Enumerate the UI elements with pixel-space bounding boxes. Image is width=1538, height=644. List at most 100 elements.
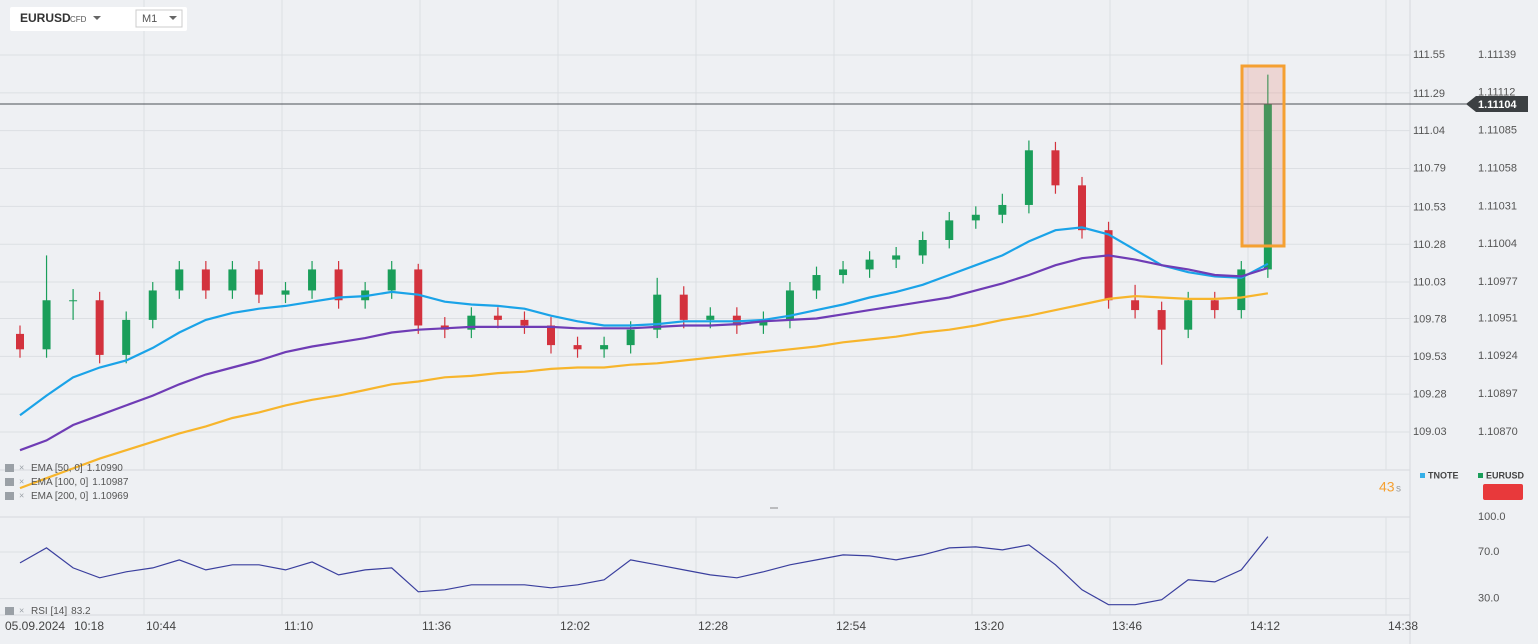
y-tick-label: 1.11031 bbox=[1478, 200, 1517, 212]
candle-body bbox=[520, 319, 529, 326]
candle-body bbox=[122, 319, 131, 355]
candle-body bbox=[945, 220, 954, 240]
legend-entry: EMA [100, 0] 1.10987 bbox=[31, 477, 129, 488]
candle-body bbox=[175, 269, 184, 291]
legend-icon bbox=[5, 492, 14, 500]
legend-close: × bbox=[19, 476, 24, 486]
legend-value: 1.10990 bbox=[87, 463, 124, 474]
legend-close: × bbox=[19, 490, 24, 500]
y-tick-label: 1.10870 bbox=[1478, 426, 1518, 438]
candle-body bbox=[42, 300, 51, 350]
legend-swatch bbox=[1420, 473, 1425, 478]
candle-body bbox=[600, 345, 609, 350]
candle-body bbox=[1263, 104, 1272, 270]
candle-body bbox=[308, 269, 317, 291]
candle-body bbox=[1078, 185, 1086, 231]
y2-tick-label: 109.78 bbox=[1413, 314, 1447, 326]
candle-body bbox=[1104, 230, 1113, 301]
candle-body bbox=[493, 315, 502, 320]
y2-tick-label: 110.53 bbox=[1413, 202, 1446, 214]
y-tick-label: 1.11139 bbox=[1478, 49, 1516, 61]
candle-body bbox=[892, 255, 901, 260]
legend-name: EMA [200, 0] bbox=[31, 491, 88, 502]
legend-entry: EURUSD bbox=[1486, 470, 1525, 480]
candle-body bbox=[254, 269, 263, 295]
candle-body bbox=[918, 239, 927, 256]
y2-tick-label: 111.04 bbox=[1413, 125, 1445, 137]
symbol-dropdown-arrow[interactable] bbox=[93, 16, 101, 20]
x-tick-label: 14:38 bbox=[1388, 619, 1418, 633]
x-tick-label: 12:28 bbox=[698, 619, 728, 633]
timeframe-dropdown-arrow[interactable] bbox=[169, 16, 177, 20]
rsi-tick-label: 100.0 bbox=[1478, 511, 1506, 523]
y-tick-label: 1.10977 bbox=[1478, 276, 1518, 288]
y-tick-label: 1.11112 bbox=[1478, 87, 1515, 99]
legend-icon bbox=[5, 607, 14, 615]
y-tick-label: 1.11004 bbox=[1478, 238, 1517, 250]
y-tick-label: 1.11085 bbox=[1478, 125, 1517, 137]
current-price-label: 1.11104 bbox=[1478, 99, 1517, 111]
candle-body bbox=[1210, 300, 1219, 311]
legend-close: × bbox=[19, 462, 24, 472]
countdown-unit: s bbox=[1396, 484, 1401, 495]
x-tick-label: 13:46 bbox=[1112, 619, 1142, 633]
candle-body bbox=[706, 315, 715, 320]
timeframe[interactable]: M1 bbox=[142, 13, 157, 25]
candle-body bbox=[148, 290, 157, 320]
timeframe-select[interactable] bbox=[135, 9, 183, 28]
y2-tick-label: 109.28 bbox=[1413, 389, 1447, 401]
candle-body bbox=[387, 269, 396, 291]
legend-swatch bbox=[1478, 473, 1483, 478]
candle-body bbox=[679, 294, 688, 320]
y2-tick-label: 110.03 bbox=[1413, 276, 1446, 288]
candle-body bbox=[69, 300, 78, 302]
legend-value: 83.2 bbox=[71, 606, 91, 617]
candle-body bbox=[865, 259, 874, 270]
legends: EMA [50, 0] 1.10990 EMA [100, 0] 1.10987 EMA… bbox=[5, 463, 1525, 617]
legend-name: RSI [14] bbox=[31, 606, 67, 617]
rsi-tick-label: 30.0 bbox=[1478, 593, 1499, 605]
x-tick-label: 12:02 bbox=[560, 619, 590, 633]
legend-value: 1.10987 bbox=[92, 477, 129, 488]
x-tick-label: 14:12 bbox=[1250, 619, 1280, 633]
y-tick-label: 1.10924 bbox=[1478, 350, 1518, 362]
legend-entry: TNOTE bbox=[1428, 470, 1459, 480]
legend-icon bbox=[5, 464, 14, 472]
symbol[interactable]: EURUSD bbox=[20, 11, 71, 25]
y-tick-label: 1.10951 bbox=[1478, 312, 1518, 324]
y-tick-label: 1.10897 bbox=[1478, 388, 1518, 400]
candle-body bbox=[759, 319, 768, 326]
candle-body bbox=[573, 345, 582, 350]
y2-tick-label: 111.55 bbox=[1413, 49, 1445, 61]
candle-body bbox=[228, 269, 237, 291]
y2-tick-label: 111.29 bbox=[1413, 88, 1445, 100]
candle-body bbox=[839, 269, 848, 276]
ema-line bbox=[19, 226, 1269, 417]
candle-body bbox=[281, 290, 290, 295]
rsi-tick-label: 70.0 bbox=[1478, 546, 1499, 558]
x-tick-label: 12:54 bbox=[836, 619, 866, 633]
candle-body bbox=[1184, 300, 1193, 330]
countdown: 43 bbox=[1379, 479, 1395, 495]
candle-body bbox=[1157, 310, 1166, 330]
candle-body bbox=[95, 300, 104, 355]
rsi-line bbox=[19, 536, 1269, 606]
candle-body bbox=[971, 214, 980, 221]
candle-body bbox=[334, 269, 343, 301]
legend-name: EMA [50, 0] bbox=[31, 463, 83, 474]
x-tick-label: 11:36 bbox=[422, 619, 451, 633]
legend-close: × bbox=[19, 605, 24, 615]
candle-body bbox=[467, 315, 476, 330]
y2-tick-label: 109.53 bbox=[1413, 351, 1447, 363]
candle-body bbox=[812, 275, 821, 291]
legend-entry: EMA [200, 0] 1.10969 bbox=[31, 491, 129, 502]
grid bbox=[0, 0, 1410, 615]
date-label: 05.09.2024 bbox=[5, 619, 65, 633]
x-tick-label: 11:10 bbox=[284, 619, 313, 633]
y-tick-label: 1.11058 bbox=[1478, 162, 1517, 174]
x-tick-label: 10:18 bbox=[74, 619, 104, 633]
x-tick-label: 13:20 bbox=[974, 619, 1004, 633]
candle-body bbox=[1051, 150, 1060, 186]
candle-body bbox=[547, 325, 555, 346]
